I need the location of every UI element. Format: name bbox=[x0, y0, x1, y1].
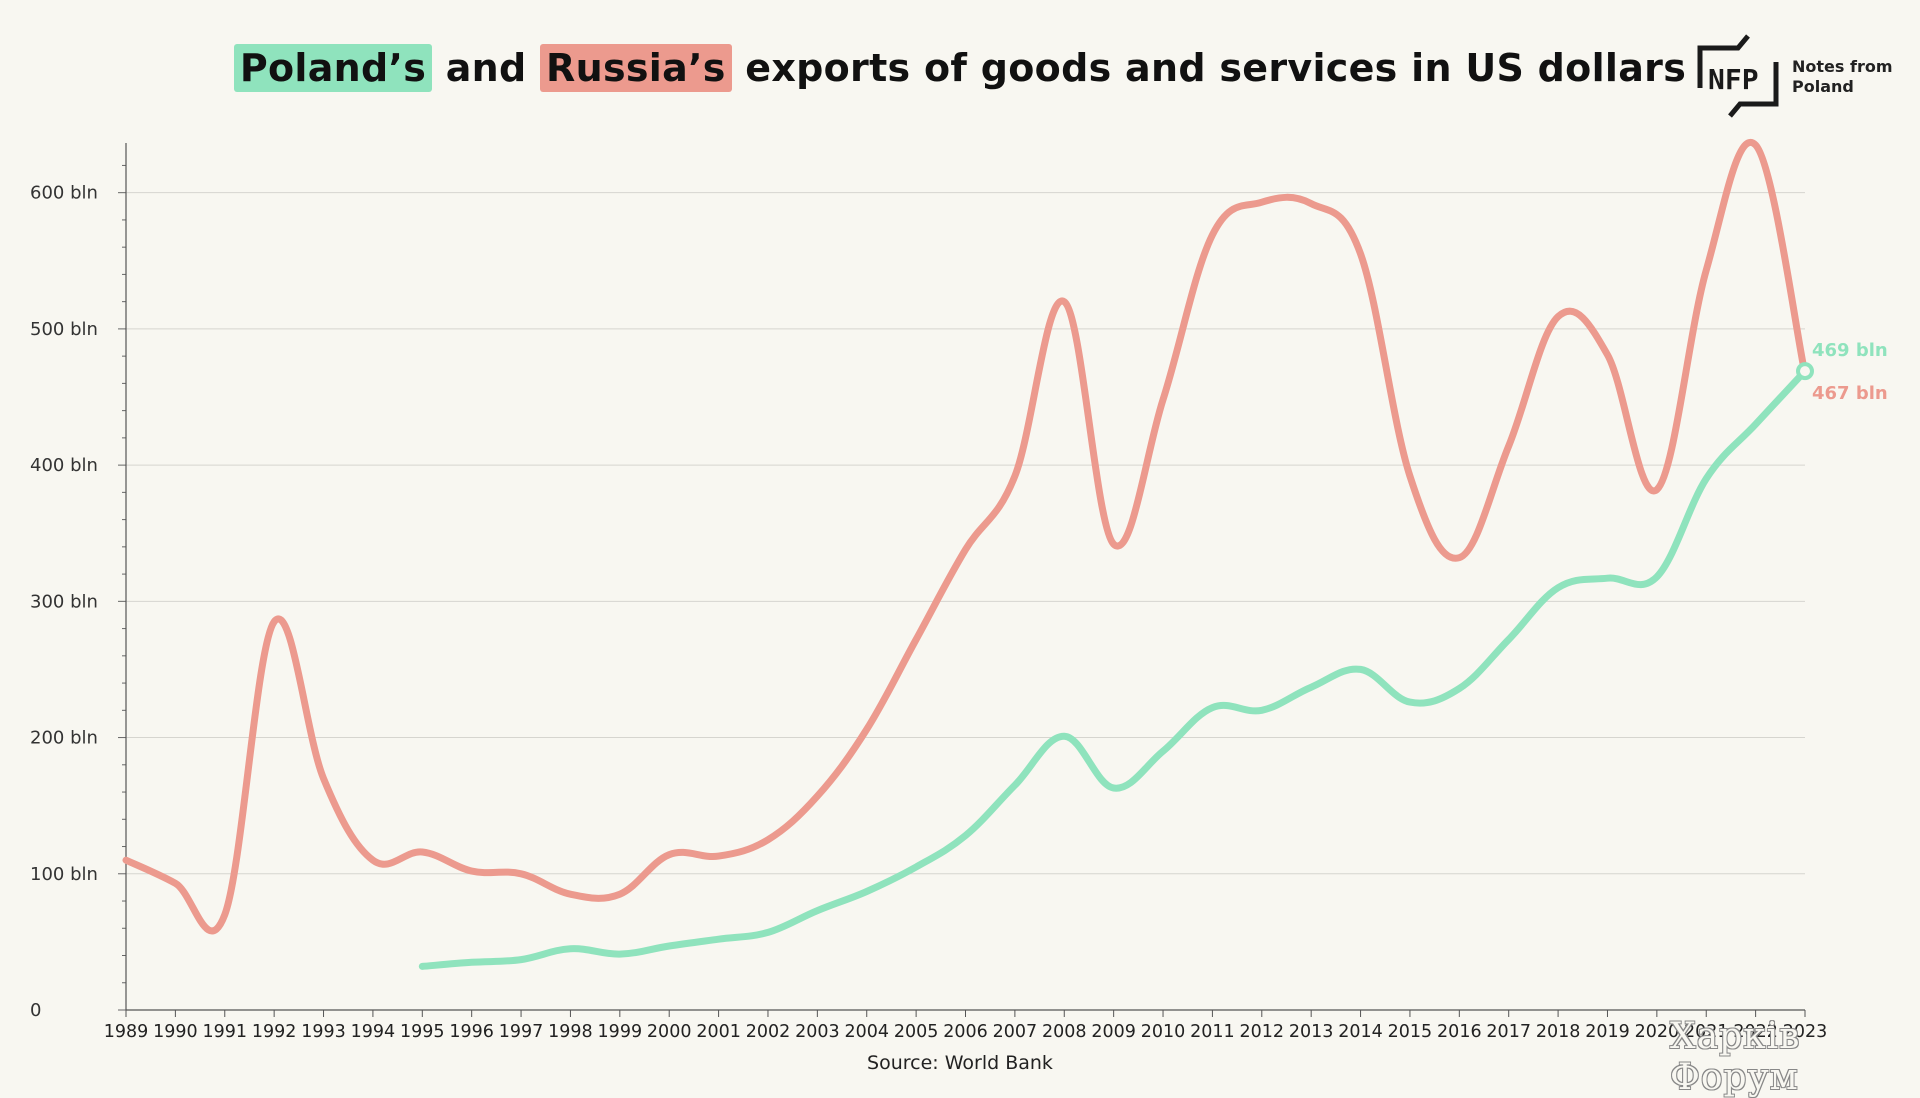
x-tick-label: 1992 bbox=[252, 1022, 297, 1040]
y-tick-label: 400 bln bbox=[30, 455, 98, 476]
x-tick-label: 2016 bbox=[1437, 1022, 1482, 1040]
x-tick-label: 2020 bbox=[1635, 1022, 1680, 1040]
x-tick-label: 2021 bbox=[1684, 1022, 1729, 1040]
source-note: Source: World Bank bbox=[867, 1052, 1053, 1074]
x-tick-label: 2023 bbox=[1783, 1022, 1828, 1040]
watermark: Харків Форум bbox=[1670, 1016, 1801, 1098]
title-russia-highlight: Russia’s bbox=[540, 44, 732, 92]
y-tick-label: 300 bln bbox=[30, 591, 98, 612]
logo-line2: Poland bbox=[1792, 77, 1854, 96]
grid-lines bbox=[126, 192, 1805, 875]
x-tick-label: 2004 bbox=[844, 1022, 889, 1040]
x-tick-label: 2001 bbox=[696, 1022, 741, 1040]
chart-title: Poland’s and Russia’s exports of goods a… bbox=[0, 44, 1920, 92]
y-tick-label: 200 bln bbox=[30, 728, 98, 749]
x-tick-label: 2018 bbox=[1536, 1022, 1581, 1040]
poland-end-label: 469 bln bbox=[1812, 340, 1888, 361]
x-tick-label: 1993 bbox=[301, 1022, 346, 1040]
x-tick-labels: 1989 1990 1991 1992 1993 1994 1995 1996 1997 1998… bbox=[104, 1022, 1828, 1040]
x-tick-label: 2014 bbox=[1338, 1022, 1383, 1040]
title-poland-highlight: Poland’s bbox=[233, 44, 433, 92]
x-tick-label: 2015 bbox=[1388, 1022, 1433, 1040]
x-tick-label: 2019 bbox=[1585, 1022, 1630, 1040]
x-tick-label: 1998 bbox=[548, 1022, 593, 1040]
x-tick-label: 2017 bbox=[1486, 1022, 1531, 1040]
y-tick-labels: 0 100 bln 200 bln 300 bln 400 bln 500 bln 600 … bbox=[30, 183, 98, 1021]
x-tick-label: 1996 bbox=[449, 1022, 494, 1040]
chart-plot: 0 100 bln 200 bln 300 bln 400 bln 500 bln 600 … bbox=[30, 139, 1888, 1040]
x-tick-label: 2013 bbox=[1289, 1022, 1334, 1040]
title-and-text: and bbox=[432, 46, 541, 90]
poland-end-marker bbox=[1796, 362, 1814, 381]
x-tick-label: 1991 bbox=[202, 1022, 247, 1040]
x-tick-label: 1994 bbox=[351, 1022, 396, 1040]
x-tick-label: 2011 bbox=[1190, 1022, 1235, 1040]
x-tick-label: 1990 bbox=[153, 1022, 198, 1040]
x-tick-label: 2000 bbox=[647, 1022, 692, 1040]
y-tick-label: 600 bln bbox=[30, 183, 98, 204]
title-rest-text: exports of goods and services in US doll… bbox=[731, 46, 1687, 90]
y-tick-label: 100 bln bbox=[30, 864, 98, 885]
logo-line1: Notes from bbox=[1792, 57, 1893, 76]
y-tick-label: 500 bln bbox=[30, 319, 98, 340]
x-tick-label: 2002 bbox=[746, 1022, 791, 1040]
x-tick-label: 2005 bbox=[894, 1022, 939, 1040]
nfp-logo-mark: NFP bbox=[1697, 34, 1779, 118]
x-tick-label: 1989 bbox=[104, 1022, 149, 1040]
end-labels: 469 bln 467 bln bbox=[1812, 340, 1888, 404]
poland-series-line bbox=[418, 367, 1809, 970]
x-tick-label: 1995 bbox=[400, 1022, 445, 1040]
x-tick-label: 2003 bbox=[795, 1022, 840, 1040]
x-tick-label: 1999 bbox=[598, 1022, 643, 1040]
x-tick-label: 2010 bbox=[1141, 1022, 1186, 1040]
x-tick-label: 2008 bbox=[1042, 1022, 1087, 1040]
y-tick-label: 0 bbox=[30, 1000, 41, 1021]
x-tick-label: 2012 bbox=[1240, 1022, 1285, 1040]
x-tick-label: 2022 bbox=[1733, 1022, 1778, 1040]
x-tick-label: 2007 bbox=[993, 1022, 1038, 1040]
russia-end-label: 467 bln bbox=[1812, 383, 1888, 404]
x-tick-label: 1997 bbox=[499, 1022, 544, 1040]
axes bbox=[118, 143, 1806, 1017]
logo-mark-text: NFP bbox=[1708, 63, 1759, 96]
x-tick-label: 2006 bbox=[943, 1022, 988, 1040]
series-lines bbox=[122, 139, 1814, 970]
x-tick-label: 2009 bbox=[1091, 1022, 1136, 1040]
russia-series-line bbox=[122, 139, 1809, 935]
nfp-logo: NFP Notes from Poland bbox=[1696, 30, 1896, 122]
